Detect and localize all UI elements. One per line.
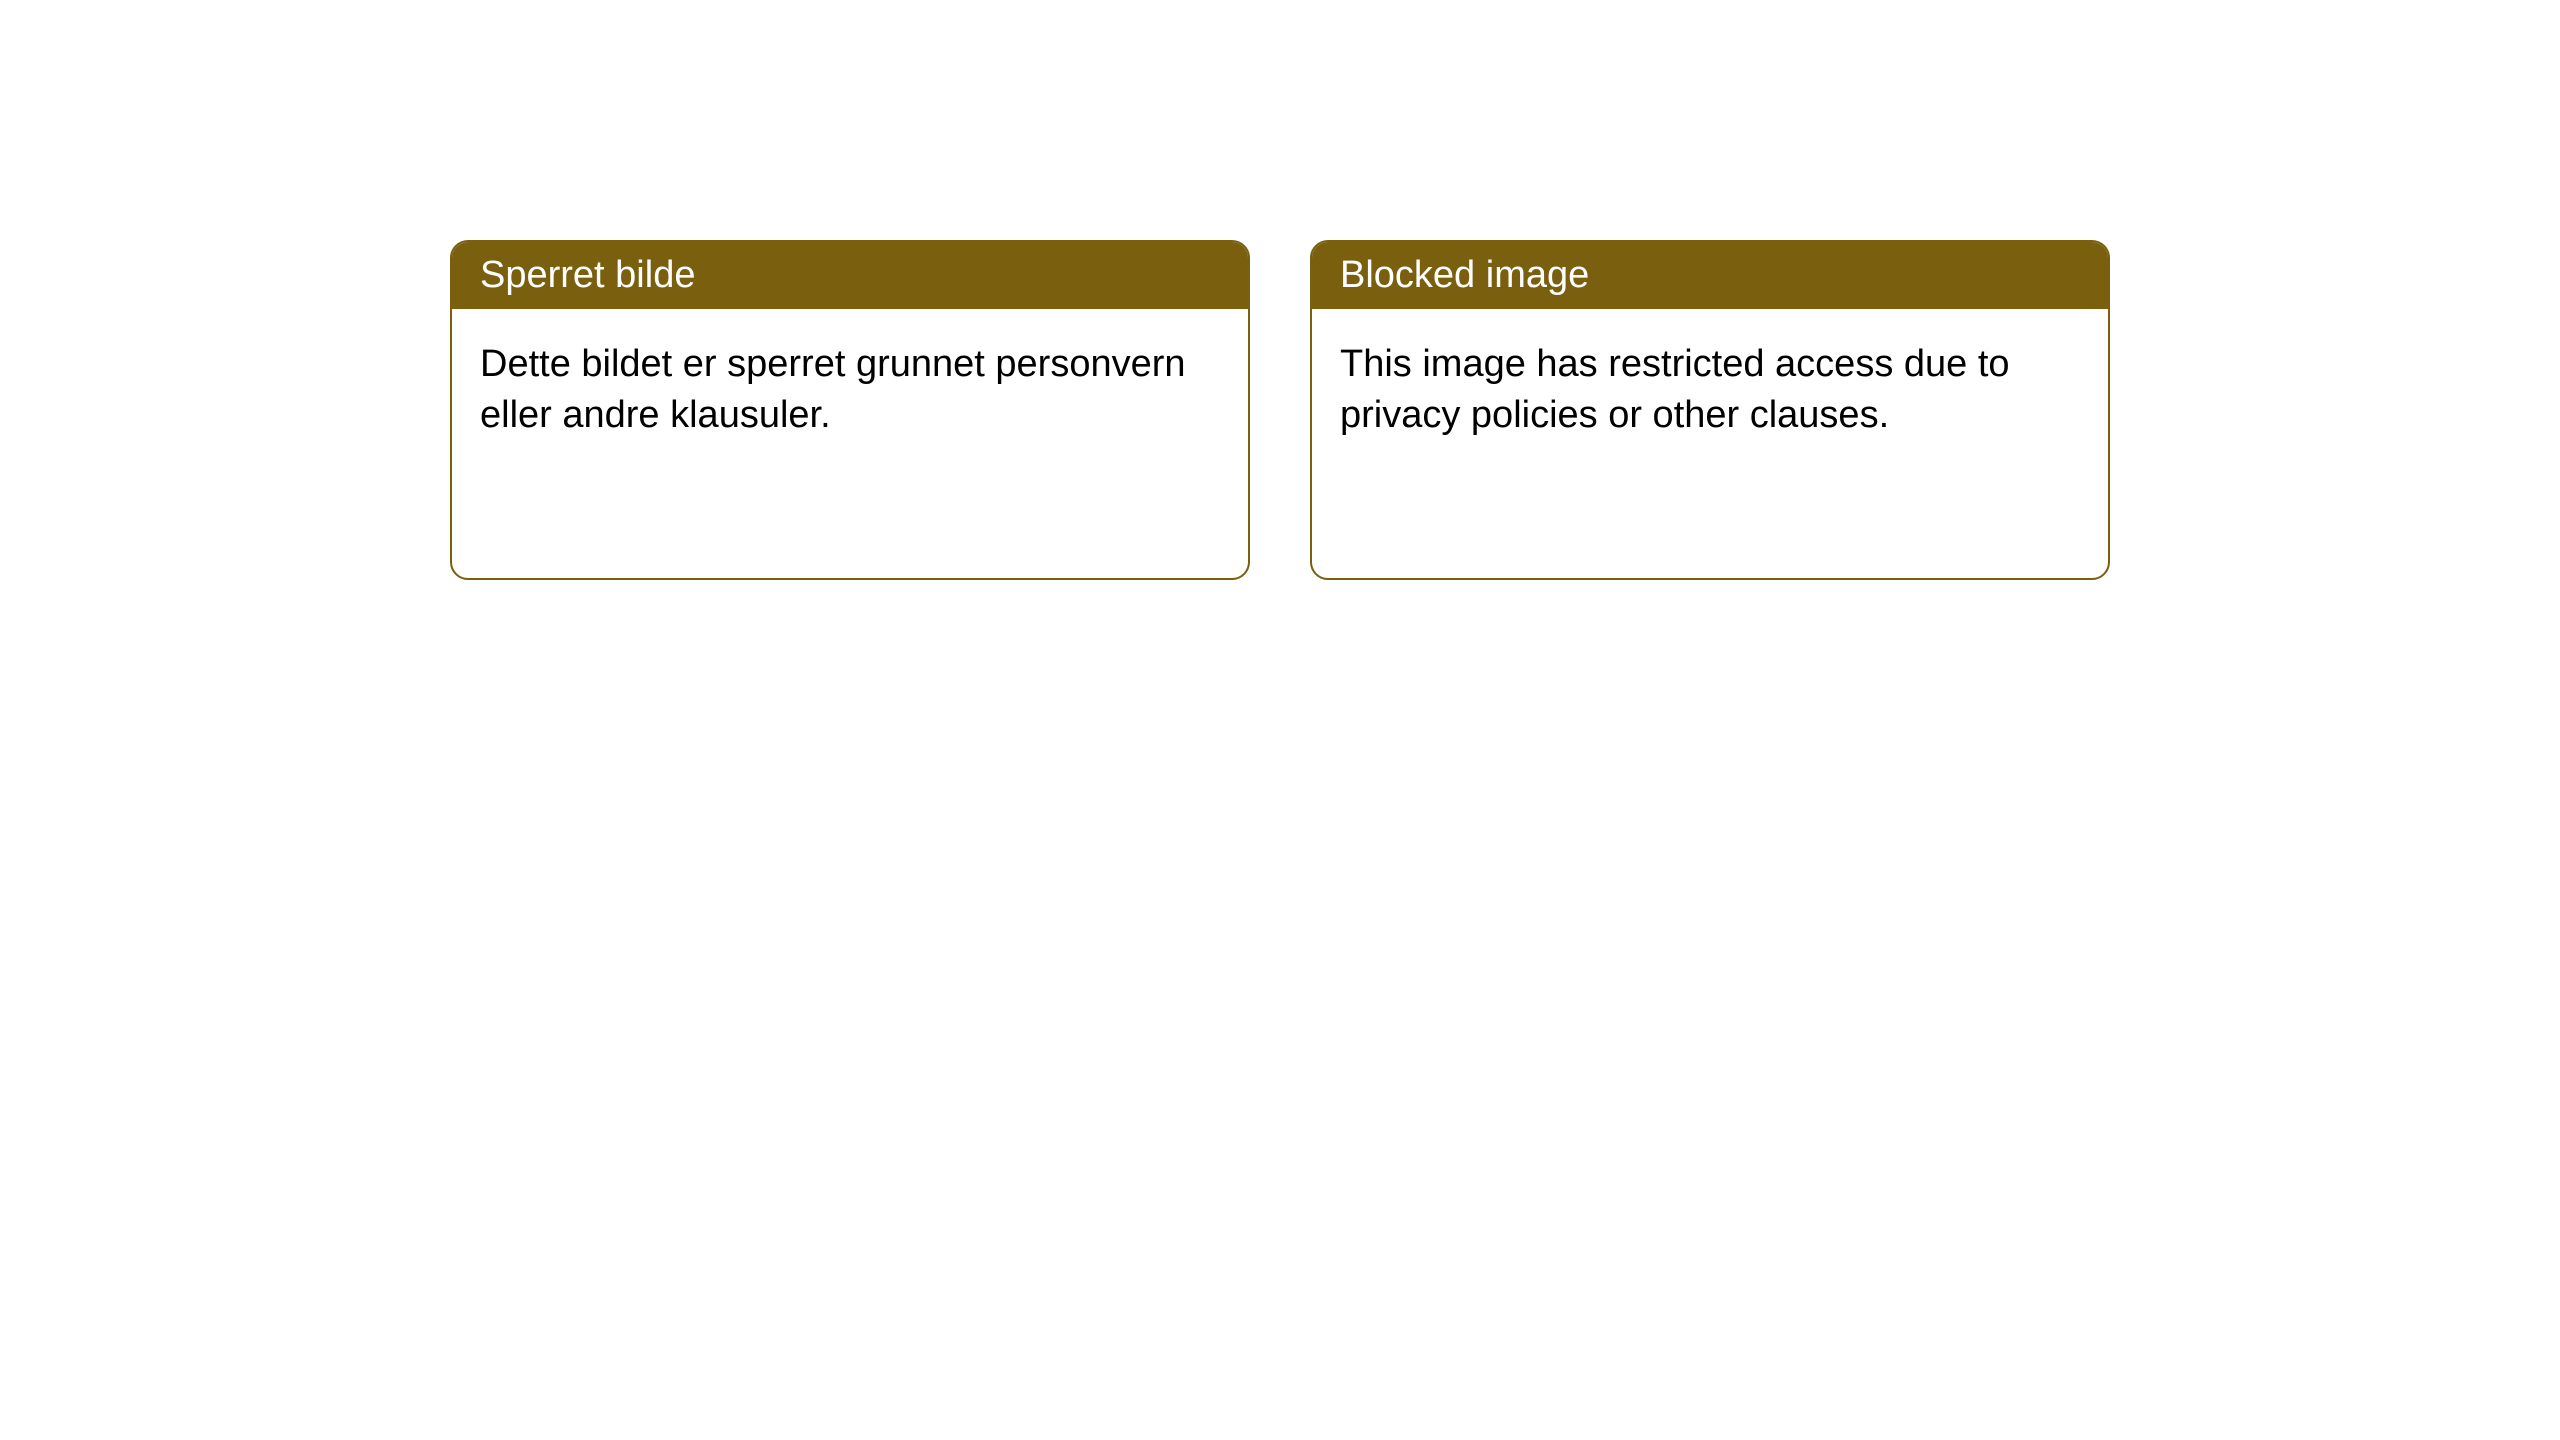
card-body: This image has restricted access due to …: [1312, 309, 2108, 472]
notice-card-norwegian: Sperret bilde Dette bildet er sperret gr…: [450, 240, 1250, 580]
card-header: Blocked image: [1312, 242, 2108, 309]
card-body-text: Dette bildet er sperret grunnet personve…: [480, 343, 1186, 436]
card-body-text: This image has restricted access due to …: [1340, 343, 2010, 436]
card-title: Blocked image: [1340, 254, 1589, 296]
card-header: Sperret bilde: [452, 242, 1248, 309]
notice-card-english: Blocked image This image has restricted …: [1310, 240, 2110, 580]
card-title: Sperret bilde: [480, 254, 695, 296]
notice-cards-container: Sperret bilde Dette bildet er sperret gr…: [450, 240, 2110, 580]
card-body: Dette bildet er sperret grunnet personve…: [452, 309, 1248, 472]
